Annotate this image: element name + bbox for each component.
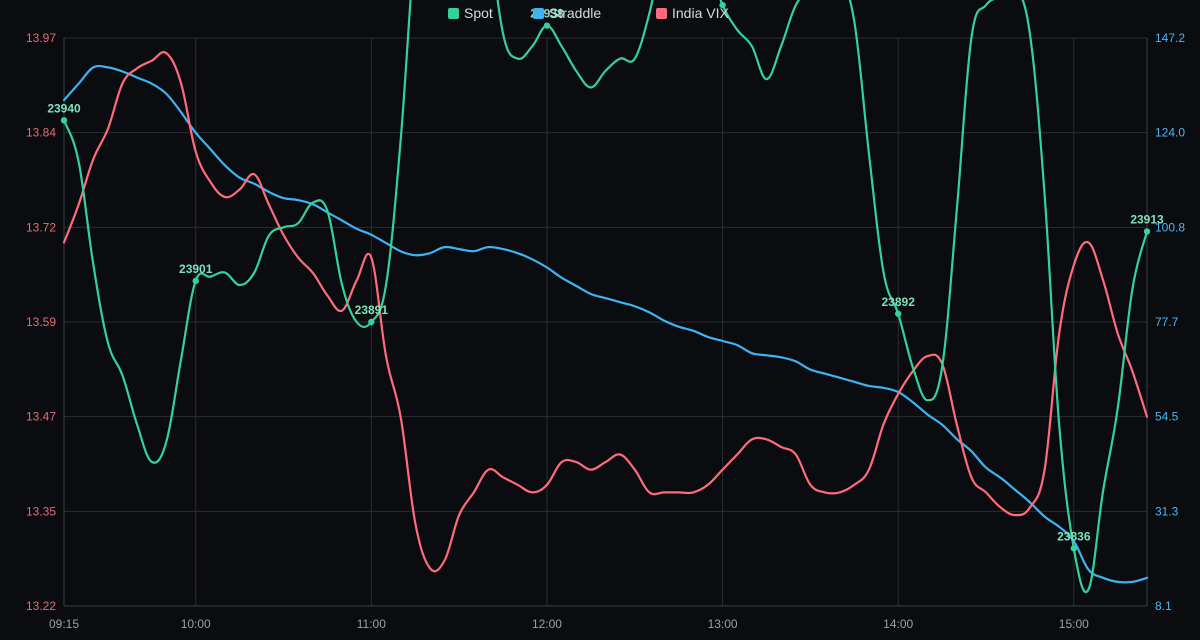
spot-marker — [543, 22, 551, 29]
right-tick-label: 100.8 — [1155, 220, 1185, 234]
spot-value-label: 23901 — [179, 262, 213, 276]
x-tick-label: 13:00 — [708, 617, 738, 631]
left-tick-label: 13.84 — [26, 126, 56, 140]
x-tick-label: 10:00 — [181, 617, 211, 631]
x-tick-label: 15:00 — [1059, 617, 1089, 631]
spot-marker — [719, 1, 726, 9]
right-tick-label: 77.7 — [1155, 315, 1179, 329]
right-tick-label: 147.2 — [1155, 31, 1185, 45]
right-tick-label: 54.5 — [1155, 410, 1179, 424]
legend-label: India VIX — [672, 5, 729, 21]
point-labels: 2394023901238912393823942238922383623913 — [47, 0, 1164, 552]
legend-label: Straddle — [549, 5, 601, 21]
legend-swatch — [533, 8, 544, 19]
series-lines — [62, 0, 1149, 594]
left-tick-label: 13.72 — [26, 220, 56, 234]
grid-lines — [63, 37, 1147, 607]
legend: Spot Straddle India VIX — [448, 5, 729, 21]
x-tick-label: 14:00 — [883, 617, 913, 631]
axes: 13.22 8.1 13.35 31.3 13.47 54.5 13.59 77.7 13.72… — [26, 31, 1185, 631]
left-tick-label: 13.59 — [26, 315, 56, 329]
legend-swatch — [656, 8, 667, 19]
spot-value-label: 23940 — [47, 101, 81, 115]
spot-value-label: 23836 — [1057, 529, 1091, 543]
left-tick-label: 13.47 — [26, 410, 56, 424]
spot-marker — [1143, 228, 1151, 235]
spot-marker — [368, 318, 375, 326]
spot-marker — [1070, 545, 1078, 552]
spot-value-label: 23913 — [1130, 212, 1164, 226]
right-tick-label: 31.3 — [1155, 504, 1179, 518]
left-tick-label: 13.35 — [26, 504, 56, 518]
legend-label: Spot — [464, 5, 493, 21]
spot-value-label: 23891 — [355, 303, 389, 317]
india-vix-series-line — [62, 51, 1149, 573]
x-tick-label: 12:00 — [532, 617, 562, 631]
spot-marker — [192, 277, 199, 285]
spot-value-label: 23892 — [882, 295, 916, 309]
spot-marker — [895, 310, 902, 317]
right-tick-label: 8.1 — [1155, 599, 1172, 613]
straddle-series-line — [62, 64, 1149, 584]
spot-series-line — [62, 0, 1149, 594]
spot-marker — [60, 117, 68, 124]
x-tick-label: 09:15 — [49, 617, 79, 631]
left-tick-label: 13.97 — [26, 31, 56, 45]
left-tick-label: 13.22 — [26, 599, 56, 613]
legend-swatch — [448, 8, 459, 19]
right-tick-label: 124.0 — [1155, 126, 1185, 140]
x-tick-label: 11:00 — [357, 617, 386, 631]
